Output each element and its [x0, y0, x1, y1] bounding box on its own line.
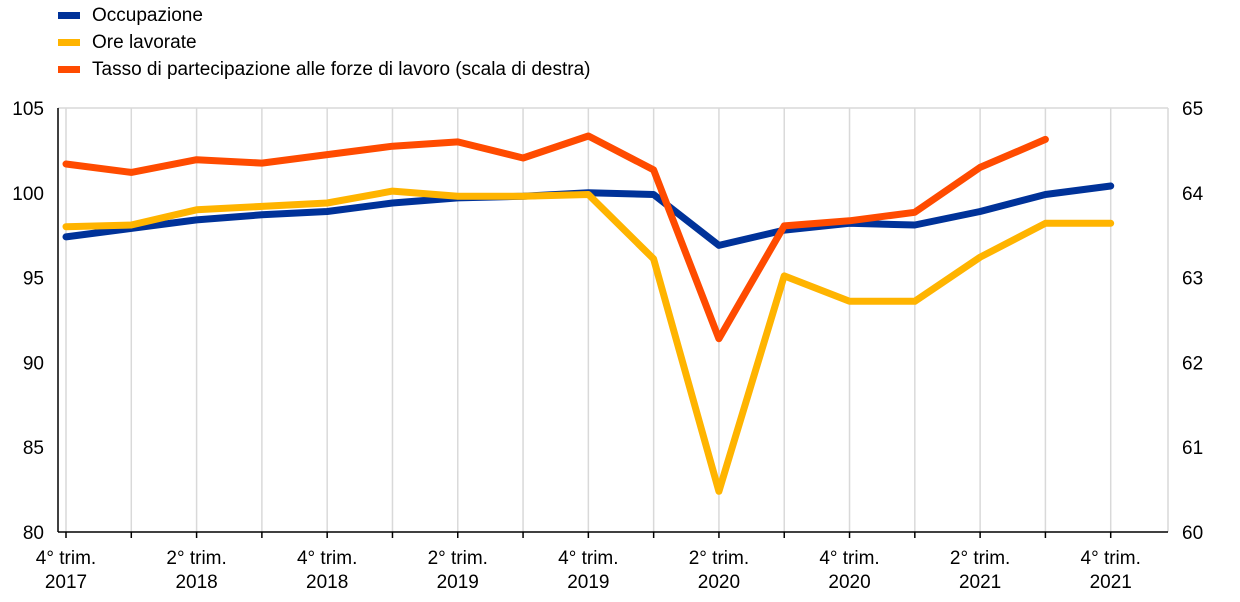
tick-label: 4° trim.: [819, 548, 879, 569]
tick-label: 105: [12, 99, 44, 120]
series-line: [62, 187, 1115, 495]
tick-label: 4° trim.: [36, 548, 96, 569]
tick-label: 2019: [437, 572, 479, 593]
tick-labels: 80 85 90 95 100 105 60 61 62 63 64 65 4° trim. 2017 2°…: [12, 99, 1203, 593]
legend-swatch: [58, 12, 80, 19]
tick-label: 90: [23, 353, 44, 374]
legend-label: Tasso di partecipazione alle forze di la…: [92, 58, 591, 80]
tick-label: 2° trim.: [689, 548, 749, 569]
tick-label: 85: [23, 438, 44, 459]
legend-label: Occupazione: [92, 4, 203, 26]
tick-label: 80: [23, 523, 44, 544]
tick-label: 2017: [45, 572, 87, 593]
legend-item: Tasso di partecipazione alle forze di la…: [58, 56, 590, 83]
series-line: [62, 132, 1049, 343]
grid-lines: [65, 108, 1112, 532]
tick-label: 2021: [959, 572, 1001, 593]
tick-label: 2° trim.: [428, 548, 488, 569]
tick-label: 2° trim.: [166, 548, 226, 569]
tick-label: 2021: [1090, 572, 1132, 593]
series-lines: [62, 132, 1115, 495]
legend-item: Occupazione: [58, 2, 590, 29]
tick-label: 4° trim.: [558, 548, 618, 569]
axes: [57, 107, 1169, 538]
tick-label: 2020: [828, 572, 870, 593]
legend-swatch: [58, 66, 80, 73]
tick-label: 2019: [567, 572, 609, 593]
tick-label: 95: [23, 269, 44, 290]
tick-label: 2018: [175, 572, 217, 593]
tick-label: 100: [12, 184, 44, 205]
legend-label: Ore lavorate: [92, 31, 197, 53]
tick-label: 4° trim.: [297, 548, 357, 569]
legend-item: Ore lavorate: [58, 29, 590, 56]
tick-label: 63: [1182, 269, 1203, 290]
tick-label: 61: [1182, 438, 1203, 459]
tick-label: 4° trim.: [1081, 548, 1141, 569]
chart-legend: Occupazione Ore lavorate Tasso di partecip…: [58, 2, 590, 83]
tick-label: 65: [1182, 99, 1203, 120]
tick-label: 60: [1182, 523, 1203, 544]
tick-label: 64: [1182, 184, 1204, 205]
tick-label: 2020: [698, 572, 740, 593]
tick-label: 2° trim.: [950, 548, 1010, 569]
tick-label: 62: [1182, 353, 1203, 374]
legend-swatch: [58, 39, 80, 46]
tick-label: 2018: [306, 572, 348, 593]
